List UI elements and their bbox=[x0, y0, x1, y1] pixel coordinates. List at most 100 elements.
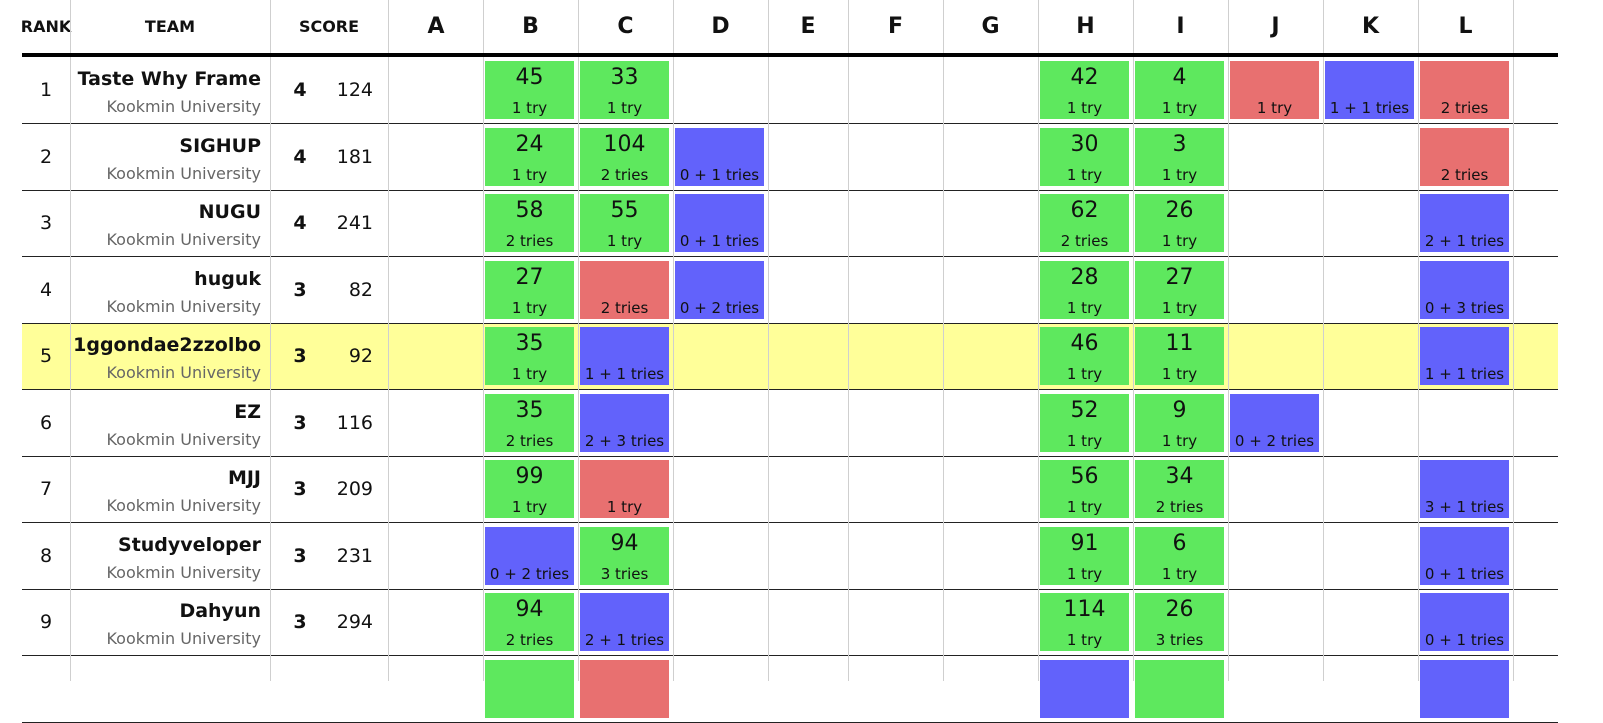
table-row[interactable]: 9 Dahyun Kookmin University 3 294 94 2 tries 2 … bbox=[22, 589, 1558, 656]
table-row[interactable] bbox=[22, 656, 1558, 723]
column-divider bbox=[70, 0, 71, 681]
problem-cell-b[interactable]: 99 1 try bbox=[485, 460, 574, 518]
attempt-count: 0 + 1 tries bbox=[679, 166, 760, 184]
header-problem-k[interactable]: K bbox=[1361, 14, 1380, 39]
solve-time: 33 bbox=[610, 65, 639, 90]
problem-cell-j[interactable]: 1 try bbox=[1230, 61, 1319, 119]
header-problem-j[interactable]: J bbox=[1271, 14, 1280, 39]
problem-cell-l[interactable] bbox=[1420, 660, 1509, 718]
problem-cell-l[interactable]: 3 + 1 tries bbox=[1420, 460, 1509, 518]
problem-cell-h[interactable]: 28 1 try bbox=[1040, 261, 1129, 319]
header-problem-b[interactable]: B bbox=[522, 14, 539, 39]
problem-cell-c[interactable]: 94 3 tries bbox=[580, 527, 669, 585]
problem-cell-h[interactable]: 42 1 try bbox=[1040, 61, 1129, 119]
attempt-count: 1 try bbox=[606, 498, 643, 516]
header-problem-d[interactable]: D bbox=[711, 14, 730, 39]
solve-time: 42 bbox=[1070, 65, 1099, 90]
problem-cell-i[interactable] bbox=[1135, 660, 1224, 718]
problem-cell-b[interactable]: 45 1 try bbox=[485, 61, 574, 119]
header-divider bbox=[22, 53, 1558, 57]
problem-cell-b[interactable]: 94 2 tries bbox=[485, 593, 574, 651]
problem-cell-c[interactable]: 2 + 3 tries bbox=[580, 394, 669, 452]
attempt-count: 1 try bbox=[606, 99, 643, 117]
table-row[interactable]: 4 huguk Kookmin University 3 82 27 1 try 2 trie… bbox=[22, 257, 1558, 324]
problem-cell-h[interactable]: 62 2 tries bbox=[1040, 194, 1129, 252]
problem-cell-c[interactable]: 2 tries bbox=[580, 261, 669, 319]
team-name: Dahyun bbox=[179, 600, 261, 622]
header-problem-g[interactable]: G bbox=[981, 14, 1000, 39]
table-row[interactable]: 8 Studyveloper Kookmin University 3 231 0 + 2… bbox=[22, 523, 1558, 590]
table-row[interactable]: 1 Taste Why Frame Kookmin University 4 124 45… bbox=[22, 57, 1558, 124]
header-problem-h[interactable]: H bbox=[1076, 14, 1095, 39]
problem-cell-i[interactable]: 11 1 try bbox=[1135, 327, 1224, 385]
table-row[interactable]: 5 1ggondae2zzolbo Kookmin University 3 92 35 1… bbox=[22, 323, 1558, 390]
solve-time: 91 bbox=[1070, 531, 1099, 556]
column-divider bbox=[270, 0, 271, 681]
problem-cell-l[interactable]: 2 tries bbox=[1420, 128, 1509, 186]
attempt-count: 3 + 1 tries bbox=[1424, 498, 1505, 516]
problem-cell-l[interactable]: 0 + 1 tries bbox=[1420, 527, 1509, 585]
table-row[interactable]: 6 EZ Kookmin University 3 116 35 2 tries 2 + 3 … bbox=[22, 390, 1558, 457]
header-problem-a[interactable]: A bbox=[427, 14, 445, 39]
problem-cell-i[interactable]: 26 1 try bbox=[1135, 194, 1224, 252]
problem-cell-l[interactable]: 0 + 1 tries bbox=[1420, 593, 1509, 651]
problem-cell-c[interactable]: 55 1 try bbox=[580, 194, 669, 252]
problem-cell-i[interactable]: 4 1 try bbox=[1135, 61, 1224, 119]
problem-cell-b[interactable]: 27 1 try bbox=[485, 261, 574, 319]
problem-cell-h[interactable]: 30 1 try bbox=[1040, 128, 1129, 186]
header-problem-f[interactable]: F bbox=[887, 14, 904, 39]
table-row[interactable]: 3 NUGU Kookmin University 4 241 58 2 tries 55 1 … bbox=[22, 190, 1558, 257]
column-divider bbox=[388, 0, 389, 681]
team-name: NUGU bbox=[198, 201, 261, 223]
problem-cell-k[interactable]: 1 + 1 tries bbox=[1325, 61, 1414, 119]
problem-cell-j[interactable]: 0 + 2 tries bbox=[1230, 394, 1319, 452]
header-problem-l[interactable]: L bbox=[1458, 14, 1473, 39]
problem-cell-i[interactable]: 27 1 try bbox=[1135, 261, 1224, 319]
problem-cell-i[interactable]: 3 1 try bbox=[1135, 128, 1224, 186]
problem-cell-c[interactable]: 1 try bbox=[580, 460, 669, 518]
header-problem-e[interactable]: E bbox=[800, 14, 816, 39]
problem-cell-b[interactable]: 35 2 tries bbox=[485, 394, 574, 452]
problem-cell-l[interactable]: 0 + 3 tries bbox=[1420, 261, 1509, 319]
problem-cell-b[interactable] bbox=[485, 660, 574, 718]
team-university: Kookmin University bbox=[106, 363, 261, 382]
problem-cell-l[interactable]: 2 tries bbox=[1420, 61, 1509, 119]
team-name: MJJ bbox=[227, 467, 261, 489]
column-divider bbox=[578, 0, 579, 681]
problem-cell-h[interactable]: 52 1 try bbox=[1040, 394, 1129, 452]
problem-cell-i[interactable]: 34 2 tries bbox=[1135, 460, 1224, 518]
problem-cell-b[interactable]: 35 1 try bbox=[485, 327, 574, 385]
problem-cell-i[interactable]: 26 3 tries bbox=[1135, 593, 1224, 651]
problem-cell-i[interactable]: 6 1 try bbox=[1135, 527, 1224, 585]
problem-cell-i[interactable]: 9 1 try bbox=[1135, 394, 1224, 452]
problem-cell-b[interactable]: 24 1 try bbox=[485, 128, 574, 186]
column-divider bbox=[1513, 0, 1514, 681]
problem-cell-l[interactable]: 1 + 1 tries bbox=[1420, 327, 1509, 385]
attempt-count: 2 tries bbox=[1440, 166, 1489, 184]
attempt-count: 1 + 1 tries bbox=[1424, 365, 1505, 383]
problem-cell-b[interactable]: 58 2 tries bbox=[485, 194, 574, 252]
problem-cell-h[interactable]: 91 1 try bbox=[1040, 527, 1129, 585]
attempt-count: 2 tries bbox=[1155, 498, 1204, 516]
table-row[interactable]: 7 MJJ Kookmin University 3 209 99 1 try 1 try 56… bbox=[22, 456, 1558, 523]
problem-cell-d[interactable]: 0 + 1 tries bbox=[675, 128, 764, 186]
problem-cell-l[interactable]: 2 + 1 tries bbox=[1420, 194, 1509, 252]
team-name: 1ggondae2zzolbo bbox=[73, 334, 261, 356]
problem-cell-c[interactable]: 33 1 try bbox=[580, 61, 669, 119]
header-problem-i[interactable]: I bbox=[1176, 14, 1185, 39]
header-problem-c[interactable]: C bbox=[617, 14, 634, 39]
problem-cell-d[interactable]: 0 + 1 tries bbox=[675, 194, 764, 252]
table-row[interactable]: 2 SIGHUP Kookmin University 4 181 24 1 try 104 2… bbox=[22, 124, 1558, 191]
rank-cell: 4 bbox=[39, 279, 53, 301]
problem-cell-c[interactable] bbox=[580, 660, 669, 718]
problem-cell-h[interactable] bbox=[1040, 660, 1129, 718]
problem-cell-c[interactable]: 2 + 1 tries bbox=[580, 593, 669, 651]
problem-cell-h[interactable]: 114 1 try bbox=[1040, 593, 1129, 651]
problem-cell-b[interactable]: 0 + 2 tries bbox=[485, 527, 574, 585]
problem-cell-h[interactable]: 46 1 try bbox=[1040, 327, 1129, 385]
problem-cell-c[interactable]: 104 2 tries bbox=[580, 128, 669, 186]
problem-cell-c[interactable]: 1 + 1 tries bbox=[580, 327, 669, 385]
column-divider bbox=[483, 0, 484, 681]
problem-cell-h[interactable]: 56 1 try bbox=[1040, 460, 1129, 518]
problem-cell-d[interactable]: 0 + 2 tries bbox=[675, 261, 764, 319]
